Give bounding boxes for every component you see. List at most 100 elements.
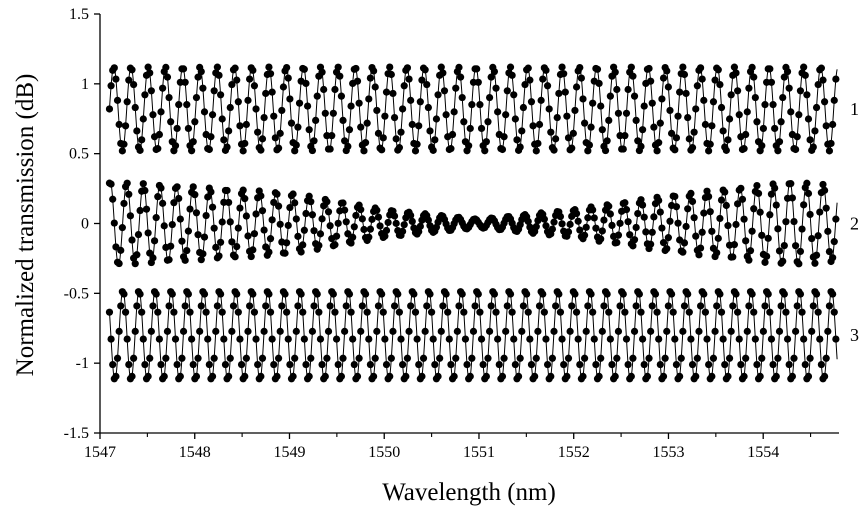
data-point — [708, 122, 716, 130]
tick-labels: -1.5 -1 -0.5 0 0.5 1 1.5 1547 1548 1549 1550 1551 15… — [64, 6, 780, 461]
data-point — [716, 214, 724, 223]
data-point — [821, 186, 829, 194]
data-point — [365, 233, 373, 241]
data-point — [305, 372, 313, 380]
data-point — [569, 129, 577, 137]
data-point — [265, 248, 273, 256]
data-point — [526, 335, 534, 343]
data-point — [622, 335, 631, 343]
data-point — [212, 243, 220, 251]
data-point — [555, 89, 563, 98]
data-point — [316, 230, 325, 238]
data-point — [829, 120, 837, 129]
data-point — [812, 103, 821, 112]
data-point — [184, 124, 192, 133]
data-point — [719, 335, 727, 343]
curve-labels: 1 2 3 — [850, 99, 859, 345]
data-point — [775, 138, 784, 146]
data-point — [184, 290, 192, 298]
data-point — [324, 327, 333, 335]
data-point — [254, 360, 262, 369]
data-point — [205, 360, 213, 369]
data-point — [386, 63, 394, 71]
data-point — [434, 91, 442, 99]
data-point — [347, 239, 355, 247]
data-point — [349, 335, 357, 343]
data-point — [257, 372, 265, 380]
data-point — [817, 64, 825, 72]
data-point — [117, 246, 125, 254]
data-point — [593, 65, 602, 73]
data-point — [735, 111, 743, 119]
data-point — [725, 115, 734, 123]
data-point — [721, 188, 729, 196]
data-point — [658, 95, 666, 103]
data-point — [571, 106, 579, 115]
data-point — [748, 290, 756, 298]
data-point — [283, 239, 291, 247]
data-point — [213, 302, 221, 310]
data-point — [514, 372, 523, 380]
data-point — [324, 208, 333, 216]
data-point — [688, 360, 697, 369]
data-point — [431, 136, 439, 144]
data-point — [780, 73, 788, 81]
data-point — [606, 335, 614, 343]
data-point — [619, 290, 627, 298]
data-point — [405, 327, 413, 335]
data-point — [535, 120, 544, 129]
data-point — [249, 66, 257, 74]
data-point — [761, 101, 769, 109]
data-point — [574, 217, 582, 225]
data-point — [598, 327, 606, 335]
data-point — [358, 215, 366, 223]
data-point — [771, 124, 779, 133]
data-point — [537, 96, 545, 104]
data-point — [473, 65, 481, 73]
data-point — [382, 360, 391, 369]
data-point — [613, 238, 621, 247]
data-point — [294, 123, 302, 131]
data-point — [700, 96, 708, 104]
data-point — [302, 209, 310, 218]
data-point — [434, 372, 442, 380]
data-point — [332, 232, 341, 240]
data-point — [130, 80, 138, 89]
data-point — [629, 242, 637, 250]
data-point — [614, 231, 623, 239]
data-point — [107, 180, 115, 188]
data-point — [603, 137, 611, 145]
data-point — [352, 64, 360, 73]
data-point — [270, 360, 278, 369]
data-point — [651, 290, 660, 298]
data-point — [730, 63, 739, 71]
data-point — [128, 66, 136, 74]
data-point — [210, 354, 218, 362]
data-point — [112, 372, 120, 380]
data-point — [173, 183, 181, 191]
data-point — [676, 88, 684, 96]
series-2 — [105, 179, 840, 268]
data-point — [574, 335, 582, 343]
data-point — [345, 290, 354, 298]
data-point — [630, 92, 639, 100]
data-point — [656, 360, 664, 369]
y-tick-label: -1 — [76, 355, 89, 372]
data-point — [748, 227, 756, 235]
data-point — [664, 234, 672, 242]
data-point — [614, 327, 623, 335]
data-point — [181, 302, 189, 310]
data-point — [336, 72, 344, 80]
data-point — [727, 91, 735, 99]
data-point — [679, 327, 687, 335]
data-point — [226, 354, 234, 362]
data-point — [376, 222, 384, 230]
data-point — [753, 181, 761, 190]
data-point — [312, 116, 320, 124]
data-point — [576, 226, 584, 234]
data-point — [332, 335, 341, 343]
data-point — [416, 98, 424, 106]
data-point — [181, 256, 189, 264]
data-point — [597, 102, 605, 110]
data-point — [258, 135, 267, 143]
